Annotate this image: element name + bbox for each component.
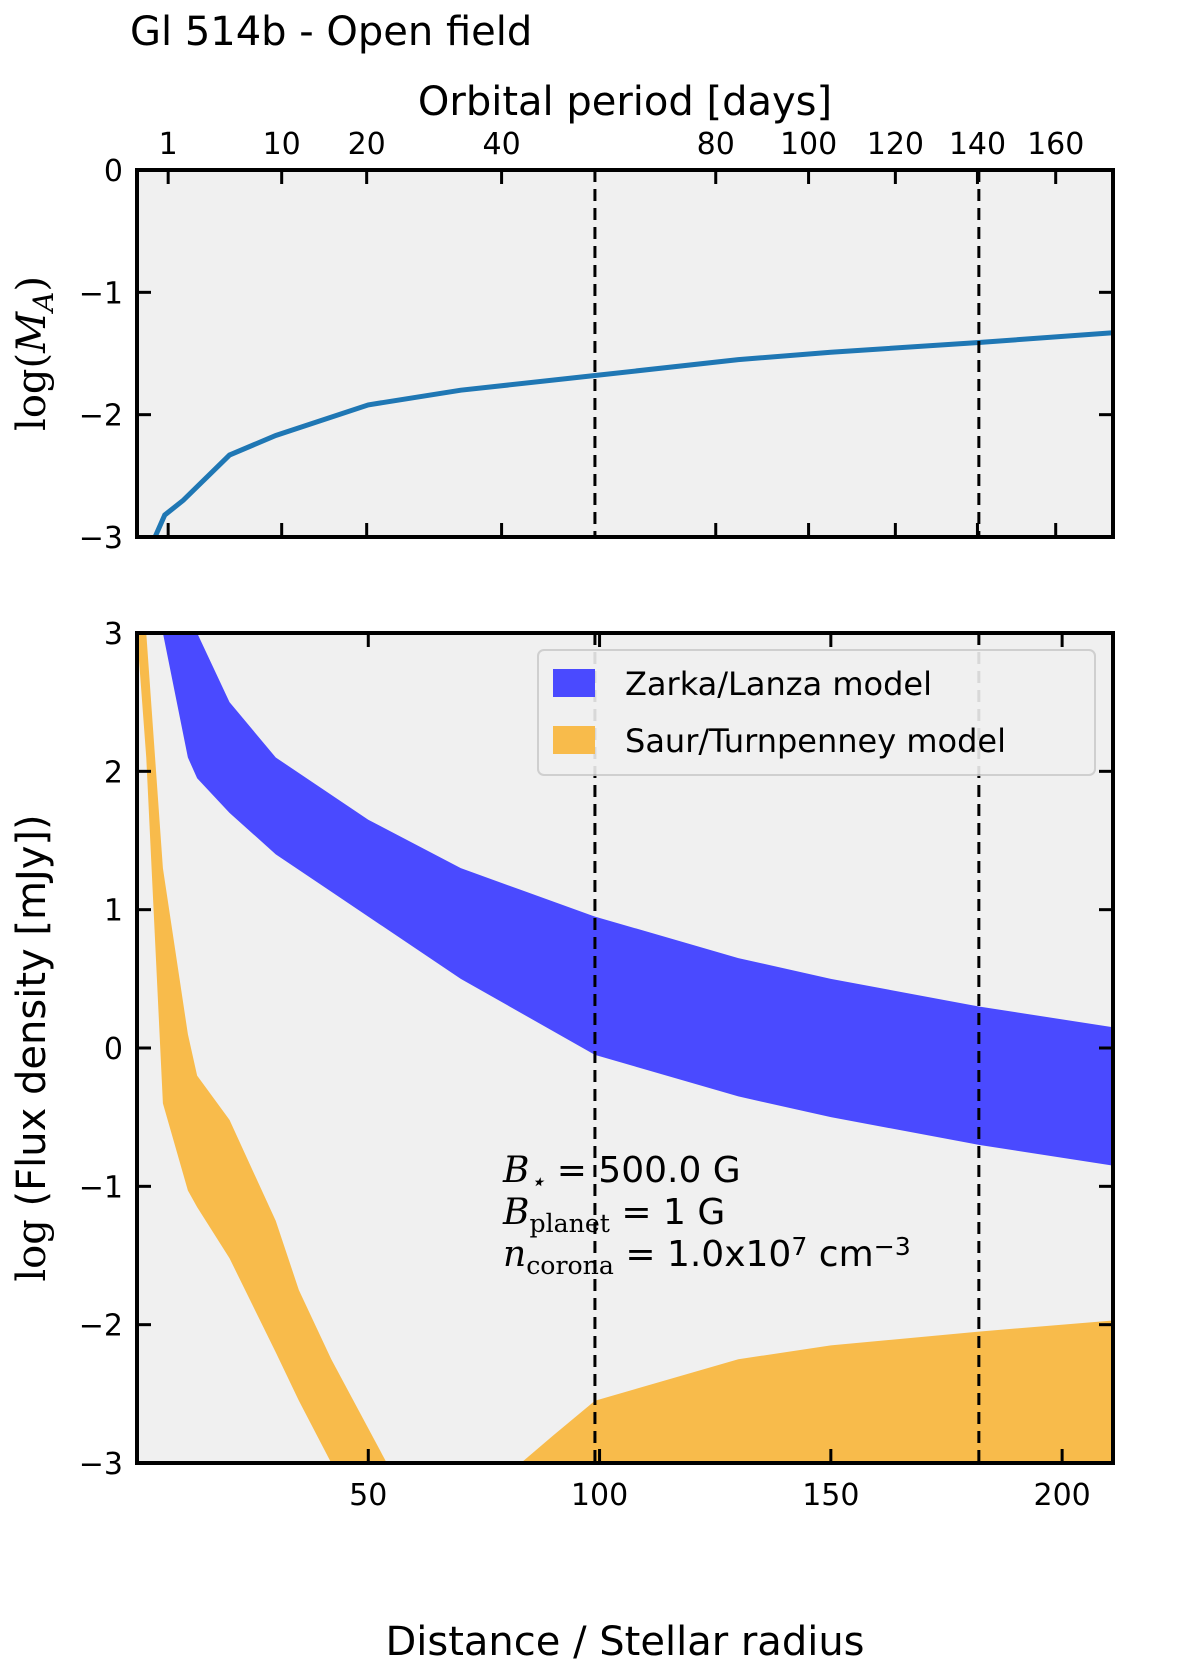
text-segment: B — [502, 1150, 529, 1191]
text-segment: log( — [9, 353, 55, 431]
text-segment: = 1.0x10 — [614, 1234, 791, 1275]
text-segment: = 1 G — [610, 1192, 725, 1233]
y-tick-label: −3 — [79, 1447, 123, 1482]
y-tick-label: −1 — [79, 1170, 123, 1205]
chart-title: Gl 514b - Open field — [130, 9, 532, 55]
y-tick-label: −2 — [79, 1309, 123, 1344]
text-segment: 7 — [791, 1232, 807, 1261]
text-segment: n — [503, 1234, 526, 1275]
data-line — [152, 330, 1113, 537]
x2-tick-label: 140 — [949, 127, 1006, 162]
x2-tick-label: 20 — [348, 127, 386, 162]
x2-tick-label: 1 — [159, 127, 178, 162]
text-segment: planet — [529, 1209, 609, 1238]
legend-label: Zarka/Lanza model — [625, 665, 932, 703]
x2-tick-label: 80 — [697, 127, 735, 162]
x-tick-label: 50 — [349, 1478, 387, 1513]
x-tick-label: 200 — [1033, 1478, 1090, 1513]
y-tick-label: 1 — [104, 894, 123, 929]
plot-frame — [135, 631, 1115, 1465]
plot-area — [152, 170, 1113, 537]
plot-area — [137, 633, 1113, 1463]
y-tick-label: 0 — [104, 1032, 123, 1067]
x-tick-label: 150 — [802, 1478, 859, 1513]
legend-label: Saur/Turnpenney model — [625, 722, 1006, 760]
y-tick-label: 0 — [104, 154, 123, 189]
plot-frame — [135, 168, 1115, 539]
plot-background — [137, 170, 1113, 537]
text-segment: cm — [807, 1234, 873, 1275]
text-segment: (Flux density [mJy]) — [9, 814, 55, 1219]
annotation: ncorona = 1.0x107 cm−3 — [503, 1232, 911, 1280]
text-segment: log — [9, 1219, 55, 1281]
annotation: Bplanet = 1 G — [502, 1192, 725, 1238]
x2-axis-label: Orbital period [days] — [418, 79, 832, 125]
y-tick-label: −3 — [79, 521, 123, 556]
data-band — [137, 633, 387, 1463]
legend-box — [537, 649, 1096, 776]
x2-tick-label: 160 — [1027, 127, 1084, 162]
text-segment: B — [502, 1192, 529, 1233]
legend-swatch — [553, 669, 595, 697]
x2-tick-label: 120 — [867, 127, 924, 162]
text-segment: ⋆ — [529, 1167, 545, 1196]
x2-tick-label: 40 — [482, 127, 520, 162]
y-tick-label: 2 — [104, 755, 123, 790]
y-axis-label: log (Flux density [mJy]) — [9, 814, 55, 1281]
legend-swatch — [553, 726, 595, 754]
data-band — [162, 633, 1113, 1166]
text-segment: M — [9, 311, 55, 354]
x2-tick-label: 10 — [263, 127, 301, 162]
x-axis-label: Distance / Stellar radius — [385, 1619, 864, 1665]
y-axis-label: log(MA) — [9, 276, 60, 431]
annotation: B⋆ = 500.0 G — [502, 1150, 741, 1196]
text-segment: = 500.0 G — [545, 1150, 740, 1191]
x2-tick-label: 100 — [780, 127, 837, 162]
x-tick-label: 100 — [571, 1478, 628, 1513]
y-tick-label: 3 — [104, 617, 123, 652]
y-tick-label: −2 — [79, 399, 123, 434]
data-band — [520, 1320, 1113, 1463]
text-segment: A — [27, 292, 60, 315]
y-tick-label: −1 — [79, 276, 123, 311]
text-segment: −3 — [874, 1232, 911, 1261]
text-segment: ) — [9, 276, 55, 292]
text-segment: corona — [526, 1251, 614, 1280]
